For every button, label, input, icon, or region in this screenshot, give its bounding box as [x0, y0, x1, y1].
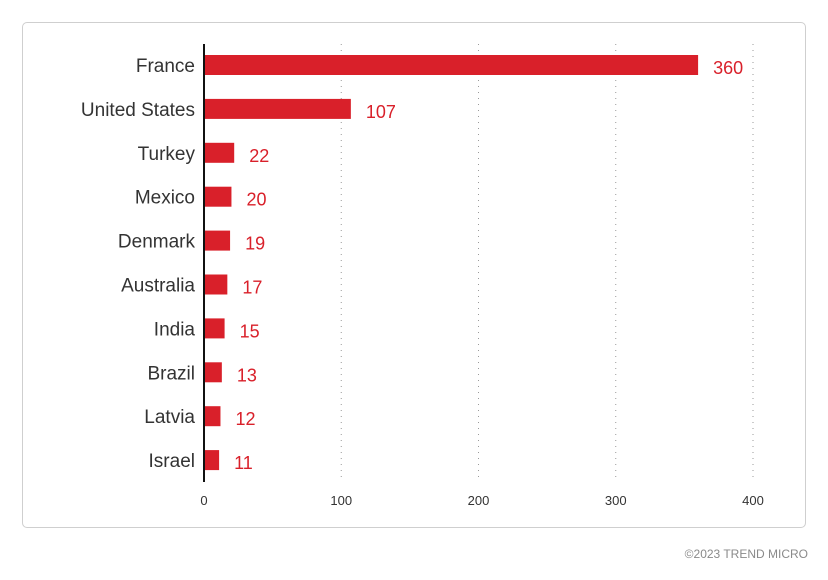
- bar-india: [204, 318, 225, 339]
- value-label: 107: [366, 102, 396, 122]
- value-label: 22: [249, 146, 269, 166]
- labels: 0 100 200 300 400 France 360 United States 107 Tu…: [81, 56, 764, 508]
- category-label: Brazil: [147, 363, 195, 384]
- category-label: France: [136, 56, 195, 77]
- category-label: Latvia: [144, 407, 195, 428]
- category-label: United States: [81, 100, 195, 121]
- bar-mexico: [204, 186, 232, 207]
- bar-france: [204, 55, 699, 75]
- bar-denmark: [204, 230, 231, 251]
- category-label: India: [154, 319, 196, 340]
- value-label: 12: [235, 409, 255, 429]
- value-label: 19: [245, 234, 265, 254]
- category-label: Turkey: [138, 144, 196, 165]
- value-label: 15: [240, 321, 260, 341]
- copyright-notice: ©2023 TREND MICRO: [684, 547, 808, 561]
- x-tick-label: 200: [468, 493, 490, 508]
- category-label: Denmark: [118, 232, 196, 253]
- category-label: Australia: [121, 276, 195, 297]
- category-label: Mexico: [135, 188, 195, 209]
- x-tick-label: 300: [605, 493, 627, 508]
- value-label: 13: [237, 365, 257, 385]
- value-label: 360: [713, 58, 743, 78]
- value-label: 17: [242, 278, 262, 298]
- category-label: Israel: [149, 451, 195, 472]
- grid-lines: [340, 44, 754, 480]
- value-label: 20: [246, 190, 266, 210]
- x-tick-label: 0: [200, 493, 207, 508]
- bar-united-states: [204, 98, 351, 119]
- bar-israel: [204, 450, 220, 471]
- x-tick-label: 100: [330, 493, 352, 508]
- value-label: 11: [234, 453, 253, 473]
- bar-brazil: [204, 362, 222, 383]
- bars: [204, 55, 699, 471]
- bar-turkey: [204, 142, 235, 163]
- bar-latvia: [204, 406, 221, 427]
- x-tick-label: 400: [742, 493, 764, 508]
- bar-australia: [204, 274, 228, 295]
- chart-frame: [22, 22, 806, 528]
